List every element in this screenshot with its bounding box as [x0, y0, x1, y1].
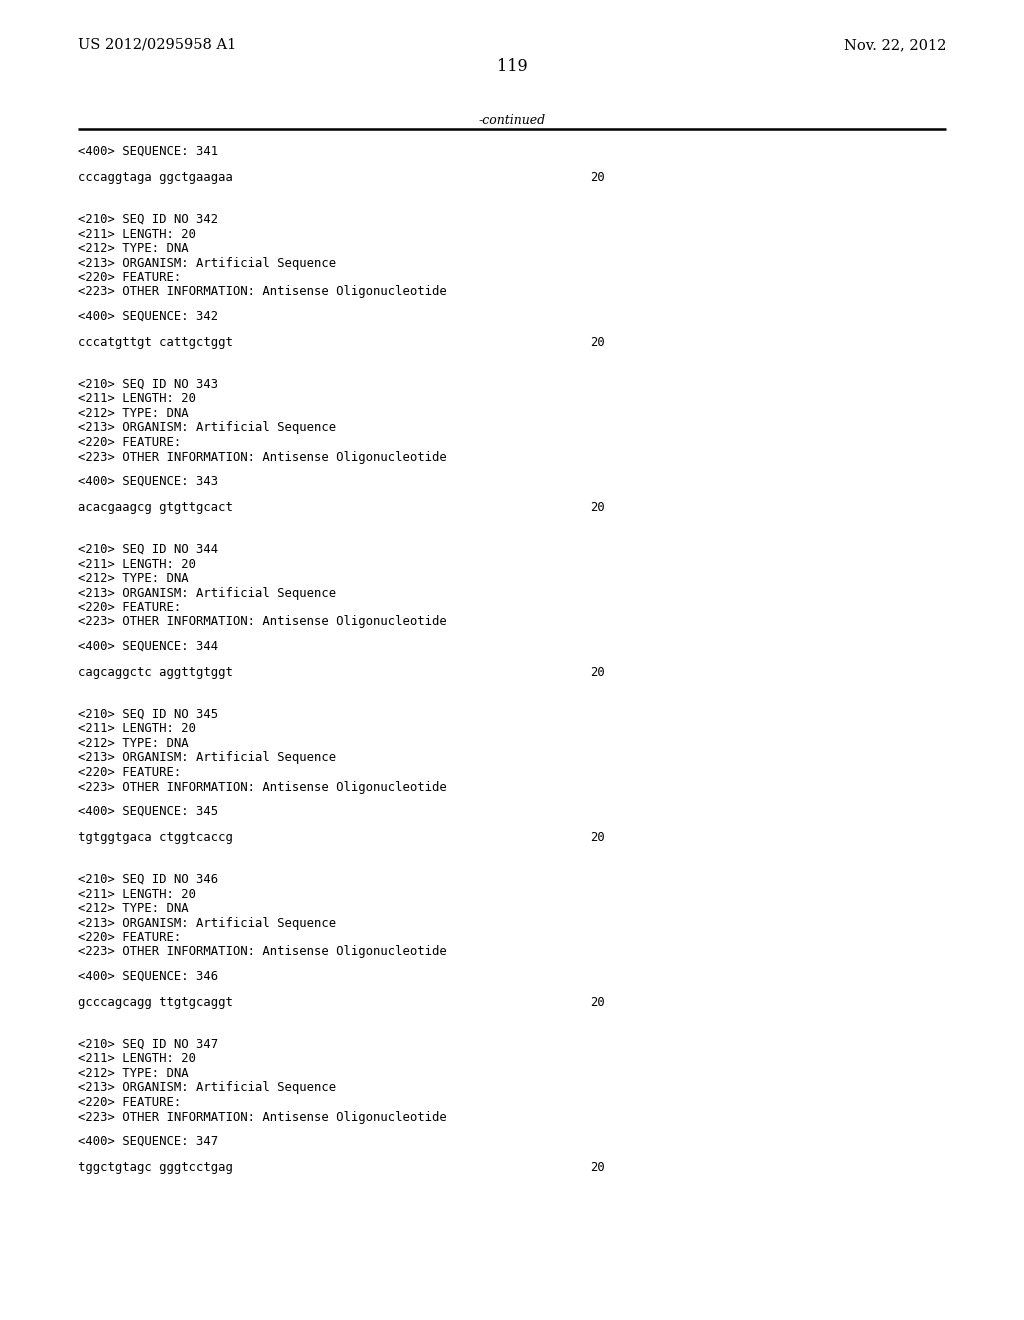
Text: <223> OTHER INFORMATION: Antisense Oligonucleotide: <223> OTHER INFORMATION: Antisense Oligo… [78, 780, 446, 793]
Text: cccaggtaga ggctgaagaa: cccaggtaga ggctgaagaa [78, 172, 232, 183]
Text: <210> SEQ ID NO 345: <210> SEQ ID NO 345 [78, 708, 218, 721]
Text: 20: 20 [590, 172, 605, 183]
Text: <210> SEQ ID NO 343: <210> SEQ ID NO 343 [78, 378, 218, 391]
Text: <212> TYPE: DNA: <212> TYPE: DNA [78, 407, 188, 420]
Text: 20: 20 [590, 1162, 605, 1173]
Text: <210> SEQ ID NO 344: <210> SEQ ID NO 344 [78, 543, 218, 556]
Text: <400> SEQUENCE: 343: <400> SEQUENCE: 343 [78, 475, 218, 488]
Text: <220> FEATURE:: <220> FEATURE: [78, 1096, 181, 1109]
Text: <211> LENGTH: 20: <211> LENGTH: 20 [78, 557, 196, 570]
Text: <223> OTHER INFORMATION: Antisense Oligonucleotide: <223> OTHER INFORMATION: Antisense Oligo… [78, 1110, 446, 1123]
Text: <400> SEQUENCE: 347: <400> SEQUENCE: 347 [78, 1135, 218, 1148]
Text: gcccagcagg ttgtgcaggt: gcccagcagg ttgtgcaggt [78, 997, 232, 1008]
Text: <210> SEQ ID NO 342: <210> SEQ ID NO 342 [78, 213, 218, 226]
Text: <212> TYPE: DNA: <212> TYPE: DNA [78, 572, 188, 585]
Text: cccatgttgt cattgctggt: cccatgttgt cattgctggt [78, 337, 232, 348]
Text: <212> TYPE: DNA: <212> TYPE: DNA [78, 737, 188, 750]
Text: <400> SEQUENCE: 342: <400> SEQUENCE: 342 [78, 310, 218, 323]
Text: <220> FEATURE:: <220> FEATURE: [78, 601, 181, 614]
Text: <211> LENGTH: 20: <211> LENGTH: 20 [78, 227, 196, 240]
Text: 20: 20 [590, 502, 605, 513]
Text: tggctgtagc gggtcctgag: tggctgtagc gggtcctgag [78, 1162, 232, 1173]
Text: cagcaggctc aggttgtggt: cagcaggctc aggttgtggt [78, 667, 232, 678]
Text: 20: 20 [590, 997, 605, 1008]
Text: Nov. 22, 2012: Nov. 22, 2012 [844, 38, 946, 51]
Text: <213> ORGANISM: Artificial Sequence: <213> ORGANISM: Artificial Sequence [78, 421, 336, 434]
Text: <400> SEQUENCE: 344: <400> SEQUENCE: 344 [78, 640, 218, 653]
Text: <210> SEQ ID NO 347: <210> SEQ ID NO 347 [78, 1038, 218, 1051]
Text: <220> FEATURE:: <220> FEATURE: [78, 271, 181, 284]
Text: <400> SEQUENCE: 341: <400> SEQUENCE: 341 [78, 145, 218, 158]
Text: 20: 20 [590, 667, 605, 678]
Text: <212> TYPE: DNA: <212> TYPE: DNA [78, 242, 188, 255]
Text: <220> FEATURE:: <220> FEATURE: [78, 931, 181, 944]
Text: US 2012/0295958 A1: US 2012/0295958 A1 [78, 38, 237, 51]
Text: <223> OTHER INFORMATION: Antisense Oligonucleotide: <223> OTHER INFORMATION: Antisense Oligo… [78, 450, 446, 463]
Text: <211> LENGTH: 20: <211> LENGTH: 20 [78, 722, 196, 735]
Text: 20: 20 [590, 337, 605, 348]
Text: acacgaagcg gtgttgcact: acacgaagcg gtgttgcact [78, 502, 232, 513]
Text: <223> OTHER INFORMATION: Antisense Oligonucleotide: <223> OTHER INFORMATION: Antisense Oligo… [78, 615, 446, 628]
Text: <210> SEQ ID NO 346: <210> SEQ ID NO 346 [78, 873, 218, 886]
Text: 119: 119 [497, 58, 527, 75]
Text: <223> OTHER INFORMATION: Antisense Oligonucleotide: <223> OTHER INFORMATION: Antisense Oligo… [78, 945, 446, 958]
Text: <213> ORGANISM: Artificial Sequence: <213> ORGANISM: Artificial Sequence [78, 916, 336, 929]
Text: <211> LENGTH: 20: <211> LENGTH: 20 [78, 887, 196, 900]
Text: <220> FEATURE:: <220> FEATURE: [78, 436, 181, 449]
Text: <213> ORGANISM: Artificial Sequence: <213> ORGANISM: Artificial Sequence [78, 256, 336, 269]
Text: <223> OTHER INFORMATION: Antisense Oligonucleotide: <223> OTHER INFORMATION: Antisense Oligo… [78, 285, 446, 298]
Text: -continued: -continued [478, 114, 546, 127]
Text: tgtggtgaca ctggtcaccg: tgtggtgaca ctggtcaccg [78, 832, 232, 843]
Text: <213> ORGANISM: Artificial Sequence: <213> ORGANISM: Artificial Sequence [78, 586, 336, 599]
Text: <400> SEQUENCE: 345: <400> SEQUENCE: 345 [78, 805, 218, 818]
Text: 20: 20 [590, 832, 605, 843]
Text: <212> TYPE: DNA: <212> TYPE: DNA [78, 1067, 188, 1080]
Text: <211> LENGTH: 20: <211> LENGTH: 20 [78, 1052, 196, 1065]
Text: <213> ORGANISM: Artificial Sequence: <213> ORGANISM: Artificial Sequence [78, 1081, 336, 1094]
Text: <220> FEATURE:: <220> FEATURE: [78, 766, 181, 779]
Text: <400> SEQUENCE: 346: <400> SEQUENCE: 346 [78, 970, 218, 983]
Text: <212> TYPE: DNA: <212> TYPE: DNA [78, 902, 188, 915]
Text: <213> ORGANISM: Artificial Sequence: <213> ORGANISM: Artificial Sequence [78, 751, 336, 764]
Text: <211> LENGTH: 20: <211> LENGTH: 20 [78, 392, 196, 405]
